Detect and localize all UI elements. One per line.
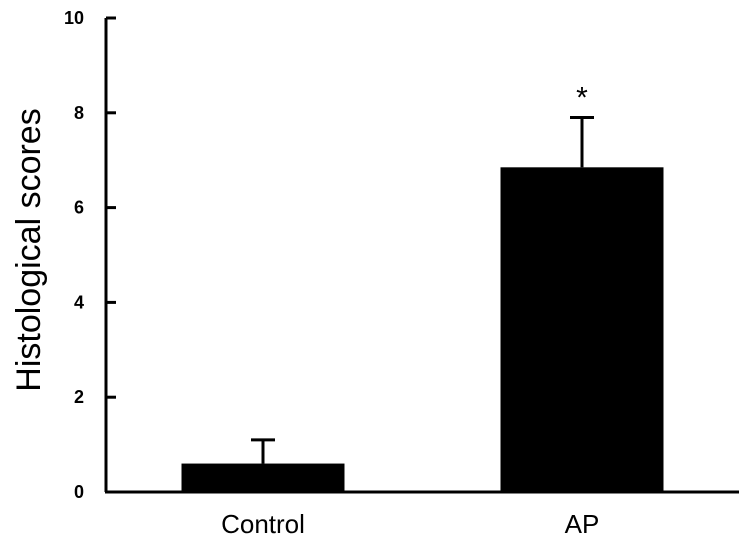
y-tick-label: 0 [74, 482, 84, 502]
x-tick-labels: Control AP [221, 509, 599, 539]
y-tick-label: 8 [74, 103, 84, 123]
x-tick-label-ap: AP [565, 509, 600, 539]
y-axis-label: Histological scores [10, 108, 48, 391]
y-tick-label: 6 [74, 198, 84, 218]
x-tick-label-control: Control [221, 509, 305, 539]
bars-group: * [181, 82, 664, 492]
bar-control [181, 463, 345, 492]
significance-marker: * [576, 82, 588, 115]
bar-ap [500, 167, 664, 492]
y-tick-label: 10 [64, 8, 84, 28]
y-axis-title: Histological scores [10, 108, 48, 391]
y-tick-label: 4 [74, 292, 84, 312]
y-ticks: 0 2 4 6 8 10 [64, 8, 116, 502]
y-tick-label: 2 [74, 387, 84, 407]
